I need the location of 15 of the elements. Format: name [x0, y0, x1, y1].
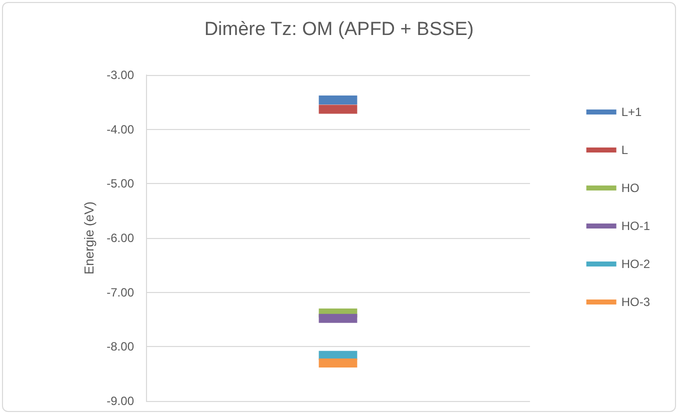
y-tick-label: -6.00 [106, 231, 134, 245]
chart-title: Dimère Tz: OM (APFD + BSSE) [204, 19, 474, 40]
legend-label: HO-1 [621, 219, 650, 233]
legend-label: L [621, 143, 628, 157]
y-tick-label: -9.00 [106, 394, 134, 408]
y-tick-label: -4.00 [106, 122, 134, 136]
y-tick-label: -3.00 [106, 68, 134, 82]
legend-label: L+1 [621, 105, 642, 119]
legend-label: HO [621, 181, 640, 195]
y-tick-label: -5.00 [106, 176, 134, 191]
y-axis-title: Energie (eV) [82, 202, 97, 274]
legend-label: HO-3 [621, 295, 650, 309]
legend-label: HO-2 [621, 257, 650, 271]
y-tick-label: -8.00 [106, 340, 134, 354]
y-tick-label: -7.00 [106, 285, 134, 300]
